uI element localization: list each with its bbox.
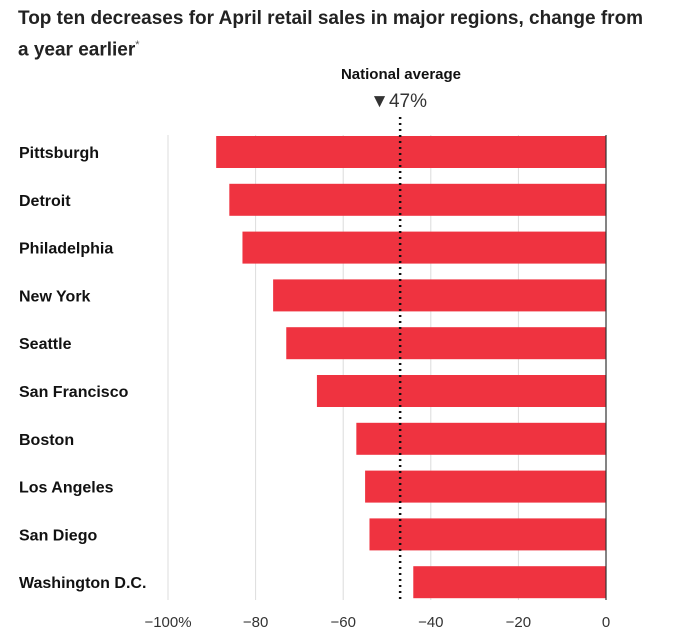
bar — [242, 231, 606, 264]
category-label: New York — [19, 288, 91, 305]
bar — [369, 518, 606, 551]
category-label: San Diego — [19, 527, 97, 544]
bar — [356, 422, 606, 455]
x-tick-label: 0 — [602, 614, 610, 631]
bar — [286, 327, 606, 360]
national-average-value-text: 47% — [389, 91, 427, 112]
national-average-value: ▼47% — [370, 91, 427, 112]
chart-title: Top ten decreases for April retail sales… — [18, 6, 658, 63]
x-axis-ticks: −100% −80 −60 −40 −20 0 — [144, 614, 610, 631]
bar — [229, 183, 606, 216]
x-tick-label: −40 — [418, 614, 443, 631]
bar — [365, 470, 606, 503]
bar — [273, 279, 606, 312]
chart-title-text: Top ten decreases for April retail sales… — [18, 8, 644, 61]
category-label: Pittsburgh — [19, 145, 99, 162]
category-label: Seattle — [19, 336, 72, 353]
x-tick-label: −80 — [243, 614, 268, 631]
category-label: Philadelphia — [19, 241, 113, 258]
x-tick-label: −20 — [506, 614, 531, 631]
category-label: Detroit — [19, 193, 71, 210]
category-label: Los Angeles — [19, 480, 114, 497]
bar — [216, 136, 606, 168]
category-labels: Pittsburgh Detroit Philadelphia New York Sea… — [19, 145, 146, 592]
category-label: Boston — [19, 432, 74, 449]
category-label: San Francisco — [19, 384, 129, 401]
bar — [413, 566, 606, 599]
x-tick-label: −60 — [330, 614, 355, 631]
national-average-label: National average — [341, 66, 461, 83]
title-footnote-mark: * — [135, 39, 140, 51]
national-average-marker: ▼ — [370, 91, 389, 112]
bar — [316, 375, 606, 407]
category-label: Washington D.C. — [19, 575, 146, 592]
bars — [216, 136, 606, 599]
x-tick-label: −100% — [144, 614, 191, 631]
